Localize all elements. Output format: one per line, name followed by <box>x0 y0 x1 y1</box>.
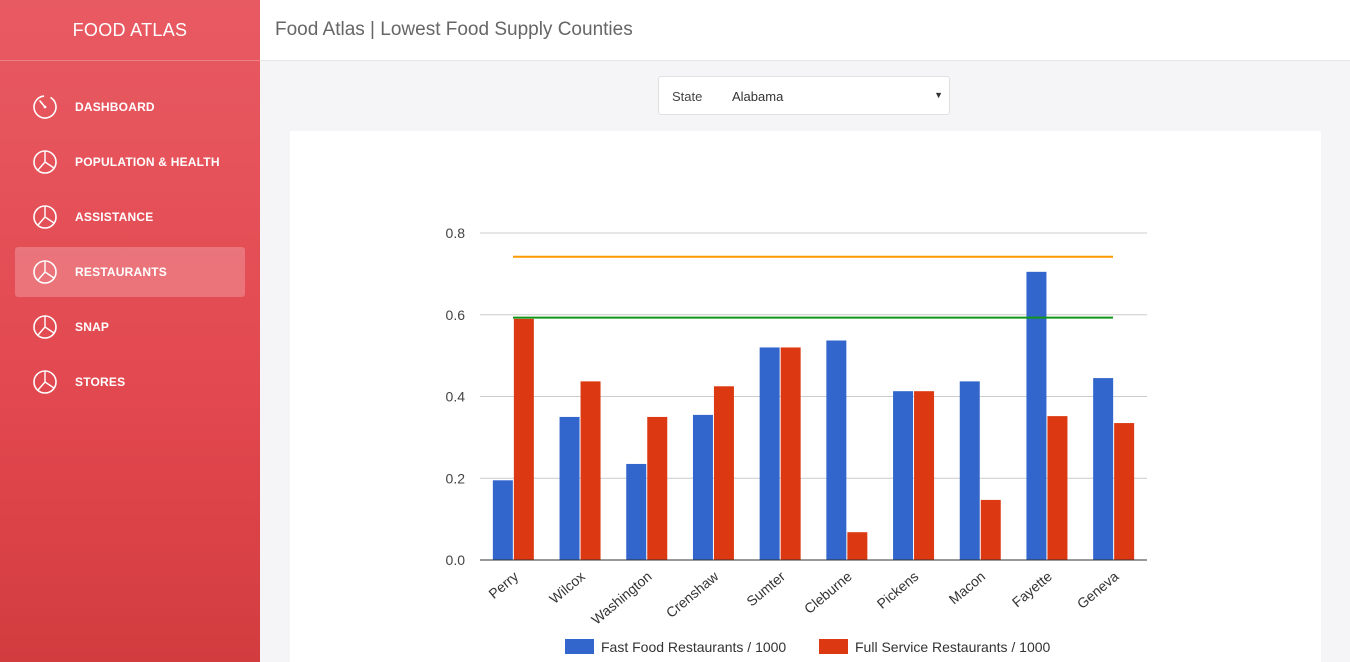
sidebar-item-restaurants[interactable]: RESTAURANTS <box>15 247 245 297</box>
page-title: Food Atlas | Lowest Food Supply Counties <box>275 19 633 40</box>
y-tick-label: 0.2 <box>446 470 466 486</box>
sidebar: FOOD ATLAS DASHBOARD POPULATION & HEALTH <box>0 0 260 662</box>
sidebar-item-stores[interactable]: STORES <box>15 357 245 407</box>
sidebar-item-label: DASHBOARD <box>75 100 155 114</box>
sidebar-item-population-health[interactable]: POPULATION & HEALTH <box>15 137 245 187</box>
sidebar-item-label: POPULATION & HEALTH <box>75 155 220 169</box>
bar-full-service <box>713 386 734 560</box>
bar-full-service <box>647 416 668 560</box>
x-tick-label: Fayette <box>1009 568 1055 610</box>
pie-chart-icon <box>33 370 57 394</box>
bar-full-service <box>513 318 534 560</box>
chart-card: 0.0 0.2 0.4 0.6 0.8 Perry Wilcox Washington Cren… <box>290 131 1321 662</box>
brand-logo[interactable]: FOOD ATLAS <box>0 0 260 61</box>
sidebar-item-assistance[interactable]: ASSISTANCE <box>15 192 245 242</box>
bar-fast-food <box>826 340 847 560</box>
state-select-label: State <box>672 89 703 104</box>
legend-swatch <box>565 639 594 654</box>
sidebar-item-dashboard[interactable]: DASHBOARD <box>15 82 245 132</box>
pie-chart-icon <box>33 260 57 284</box>
x-tick-label: Pickens <box>874 568 922 612</box>
sidebar-item-label: RESTAURANTS <box>75 265 167 279</box>
sidebar-item-label: SNAP <box>75 320 110 334</box>
bar-fast-food <box>559 416 580 560</box>
bar-fast-food <box>959 381 980 560</box>
x-tick-label: Crenshaw <box>663 567 722 620</box>
x-tick-label: Sumter <box>743 568 788 609</box>
state-select[interactable]: State Alabama ▼ <box>658 76 950 115</box>
bar-chart: 0.0 0.2 0.4 0.6 0.8 Perry Wilcox Washington Cren… <box>446 225 1147 655</box>
bar-fast-food <box>893 391 914 560</box>
y-tick-label: 0.6 <box>446 307 466 323</box>
pie-chart-icon <box>33 150 57 174</box>
pie-chart-icon <box>33 315 57 339</box>
bar-full-service <box>1114 423 1135 560</box>
x-tick-label: Wilcox <box>546 568 588 607</box>
legend-swatch <box>819 639 848 654</box>
sidebar-nav: DASHBOARD POPULATION & HEALTH ASSISTANCE <box>0 61 260 407</box>
x-tick-label: Macon <box>946 568 988 607</box>
bar-full-service <box>780 347 801 560</box>
sidebar-item-snap[interactable]: SNAP <box>15 302 245 352</box>
bar-full-service <box>847 532 868 560</box>
bar-full-service <box>1047 416 1068 560</box>
state-select-value[interactable]: Alabama <box>732 89 784 104</box>
bar-fast-food <box>1093 378 1114 560</box>
sidebar-item-label: STORES <box>75 375 126 389</box>
bar-fast-food <box>626 463 647 560</box>
y-tick-label: 0.4 <box>446 389 466 405</box>
bar-full-service <box>980 499 1001 560</box>
top-header: Food Atlas | Lowest Food Supply Counties <box>260 0 1350 61</box>
x-tick-label: Washington <box>588 568 655 627</box>
bar-full-service <box>914 391 935 560</box>
bar-full-service <box>580 381 601 560</box>
bar-fast-food <box>1026 271 1047 560</box>
x-tick-label: Perry <box>485 568 521 602</box>
x-tick-label: Geneva <box>1074 568 1122 612</box>
y-tick-label: 0.8 <box>446 225 466 241</box>
bar-fast-food <box>759 347 780 560</box>
bar-fast-food <box>492 480 513 560</box>
dashboard-gauge-icon <box>33 95 57 119</box>
bar-fast-food <box>692 414 713 560</box>
pie-chart-icon <box>33 205 57 229</box>
x-tick-label: Cleburne <box>801 568 855 617</box>
caret-down-icon[interactable]: ▼ <box>934 90 943 100</box>
sidebar-item-label: ASSISTANCE <box>75 210 154 224</box>
legend-label: Fast Food Restaurants / 1000 <box>601 639 786 655</box>
y-tick-label: 0.0 <box>446 552 466 568</box>
legend-label: Full Service Restaurants / 1000 <box>855 639 1051 655</box>
